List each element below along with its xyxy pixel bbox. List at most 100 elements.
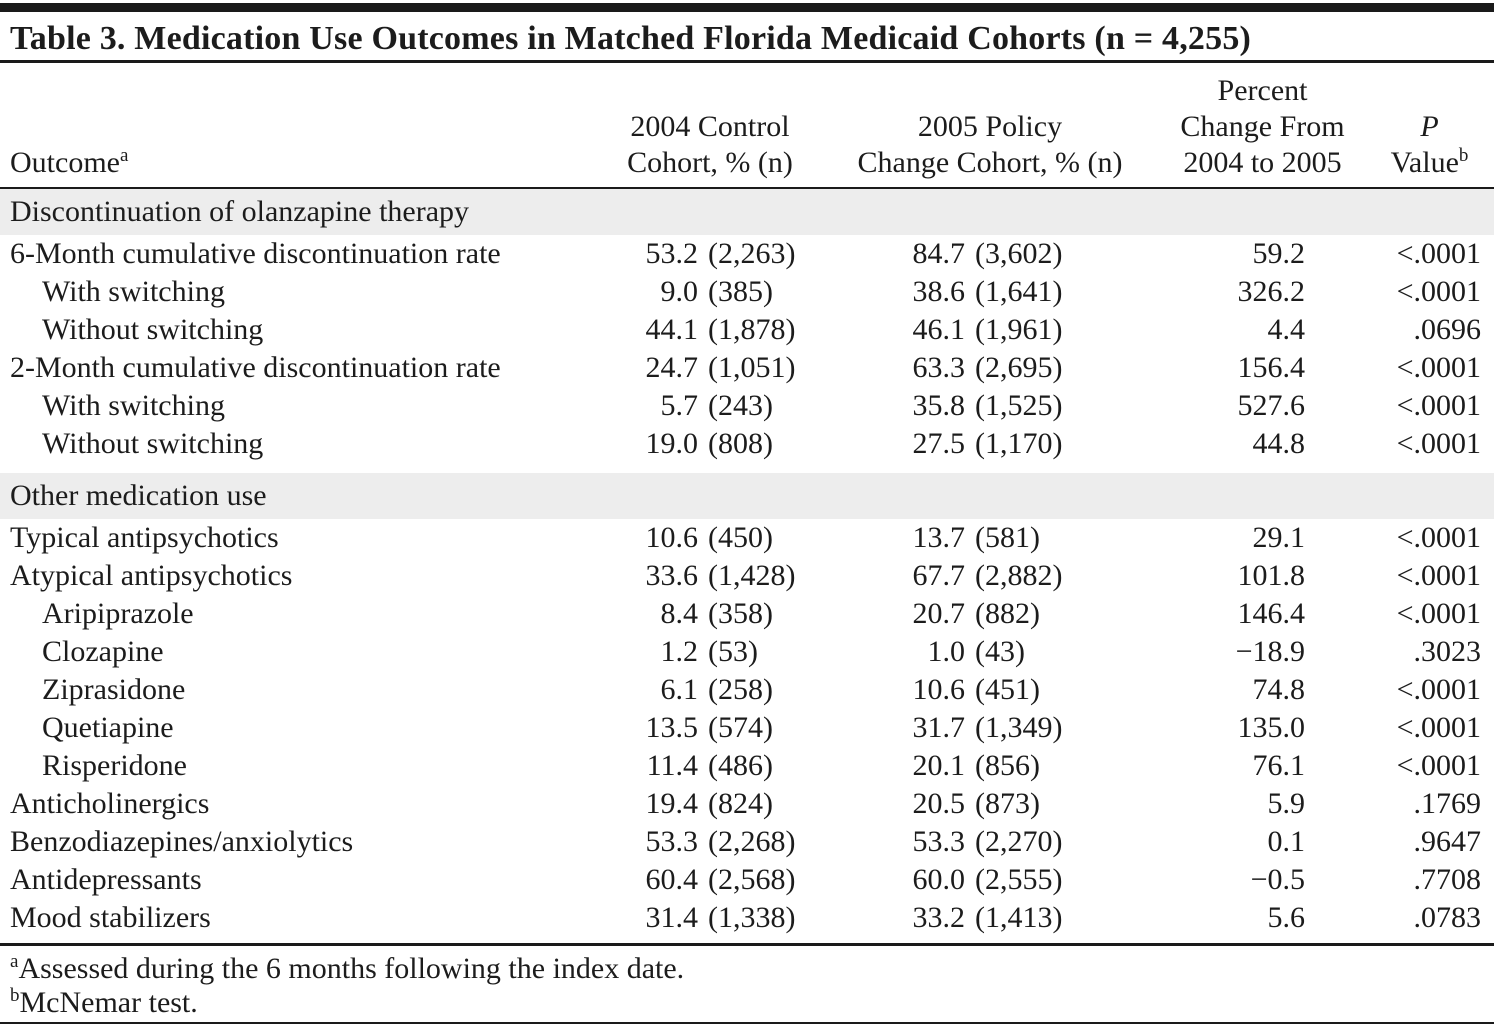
cohort-2005-cell: 10.6 (451) [912, 673, 1040, 706]
footnote-b: bMcNemar test. [10, 985, 198, 1019]
percent-change-cell: 326.2 [1237, 275, 1306, 308]
col-header-p-value: P Valueb [1365, 63, 1494, 189]
pvalue-footnote-marker: b [1458, 145, 1469, 166]
outcome-cell: Ziprasidone [42, 673, 186, 706]
section-header-label: Other medication use [0, 473, 1494, 519]
outcome-cell: Mood stabilizers [10, 901, 211, 934]
p-value-cell: <.0001 [1396, 427, 1481, 460]
p-value-cell: .7708 [1413, 863, 1482, 896]
cohort-2004-cell: 5.7 (243) [660, 389, 773, 422]
cohort-2004-cell: 1.2 (53) [660, 635, 758, 668]
p-value-cell: <.0001 [1396, 673, 1481, 706]
cohort-2004-cell: 33.6 (1,428) [645, 559, 796, 592]
col-header-2004-control: 2004 Control Cohort, % (n) [600, 63, 820, 189]
table-row: Typical antipsychotics 10.6 (450) 13.7 (58… [0, 519, 1494, 557]
percent-change-cell: 74.8 [1252, 673, 1306, 706]
percent-change-cell: 527.6 [1237, 389, 1306, 422]
p-value-cell: <.0001 [1396, 559, 1481, 592]
table-row: Without switching 44.1 (1,878) 46.1 (1,961… [0, 311, 1494, 349]
cohort-2004-cell: 19.4 (824) [645, 787, 773, 820]
outcome-cell: Anticholinergics [10, 787, 210, 820]
percent-change-cell: 5.6 [1267, 901, 1306, 934]
cohort-2005-cell: 38.6 (1,641) [912, 275, 1063, 308]
cohort-2005-cell: 46.1 (1,961) [912, 313, 1063, 346]
cohort-2004-cell: 9.0 (385) [660, 275, 773, 308]
cohort-2004-cell: 6.1 (258) [660, 673, 773, 706]
percent-change-cell: 0.1 [1267, 825, 1306, 858]
outcome-cell: Atypical antipsychotics [10, 559, 293, 592]
p-value-cell: .9647 [1413, 825, 1482, 858]
p-value-cell: <.0001 [1396, 749, 1481, 782]
table-row: Without switching 19.0 (808) 27.5 (1,170) … [0, 425, 1494, 463]
cohort-2004-cell: 24.7 (1,051) [645, 351, 796, 384]
cohort-2004-cell: 10.6 (450) [645, 521, 773, 554]
table-row: Ziprasidone 6.1 (258) 10.6 (451) 74.8 <.00… [0, 671, 1494, 709]
section-header-row: Discontinuation of olanzapine therapy [0, 188, 1494, 235]
section-header-label: Discontinuation of olanzapine therapy [0, 188, 1494, 235]
table-bottom-rule [0, 1022, 1494, 1024]
percent-change-cell: 59.2 [1252, 237, 1306, 270]
cohort-2005-cell: 33.2 (1,413) [912, 901, 1063, 934]
outcome-cell: 2-Month cumulative discontinuation rate [10, 351, 501, 384]
outcome-cell: Risperidone [42, 749, 187, 782]
cohort-2005-cell: 31.7 (1,349) [912, 711, 1063, 744]
outcome-cell: Benzodiazepines/anxiolytics [10, 825, 354, 858]
spacer-row [0, 937, 1494, 945]
p-value-cell: <.0001 [1396, 389, 1481, 422]
outcome-cell: Without switching [42, 427, 264, 460]
cohort-2005-cell: 20.5 (873) [912, 787, 1040, 820]
section-header-row: Other medication use [0, 473, 1494, 519]
table-row: 6-Month cumulative discontinuation rate … [0, 235, 1494, 273]
col-header-percent-change: Percent Change From 2004 to 2005 [1160, 63, 1365, 189]
percent-change-cell: −0.5 [1250, 863, 1305, 896]
outcome-cell: Without switching [42, 313, 264, 346]
table-row: Mood stabilizers 31.4 (1,338) 33.2 (1,413)… [0, 899, 1494, 937]
cohort-2004-cell: 53.2 (2,263) [645, 237, 796, 270]
percent-change-cell: 146.4 [1237, 597, 1306, 630]
footnote-a: aAssessed during the 6 months following … [10, 951, 685, 985]
table-row: Quetiapine 13.5 (574) 31.7 (1,349) 135.0 <… [0, 709, 1494, 747]
table-row: With switching 5.7 (243) 35.8 (1,525) 527.… [0, 387, 1494, 425]
p-value-cell: <.0001 [1396, 521, 1481, 554]
cohort-2005-cell: 13.7 (581) [912, 521, 1040, 554]
cohort-2004-cell: 13.5 (574) [645, 711, 773, 744]
cohort-2004-cell: 31.4 (1,338) [645, 901, 796, 934]
col-header-outcome: Outcomea [0, 63, 600, 189]
percent-change-cell: 44.8 [1252, 427, 1306, 460]
percent-change-cell: 101.8 [1237, 559, 1306, 592]
table-row: Antidepressants 60.4 (2,568) 60.0 (2,555) … [0, 861, 1494, 899]
p-value-cell: .3023 [1413, 635, 1482, 668]
percent-change-cell: −18.9 [1235, 635, 1305, 668]
table-row: Atypical antipsychotics 33.6 (1,428) 67.7… [0, 557, 1494, 595]
col-header-outcome-label: Outcome [10, 146, 120, 179]
cohort-2005-cell: 27.5 (1,170) [912, 427, 1063, 460]
outcome-cell: With switching [42, 275, 225, 308]
table-row: 2-Month cumulative discontinuation rate … [0, 349, 1494, 387]
cohort-2005-cell: 20.7 (882) [912, 597, 1040, 630]
outcome-cell: 6-Month cumulative discontinuation rate [10, 237, 501, 270]
cohort-2005-cell: 53.3 (2,270) [912, 825, 1063, 858]
outcome-cell: Quetiapine [42, 711, 174, 744]
cohort-2004-cell: 44.1 (1,878) [645, 313, 796, 346]
p-value-cell: .1769 [1413, 787, 1482, 820]
p-value-cell: <.0001 [1396, 275, 1481, 308]
table-row: Benzodiazepines/anxiolytics 53.3 (2,268) … [0, 823, 1494, 861]
cohort-2004-cell: 19.0 (808) [645, 427, 773, 460]
outcome-cell: Aripiprazole [42, 597, 194, 630]
cohort-2005-cell: 60.0 (2,555) [912, 863, 1063, 896]
p-value-cell: <.0001 [1396, 351, 1481, 384]
cohort-2005-cell: 63.3 (2,695) [912, 351, 1063, 384]
header-row: Outcomea 2004 Control Cohort, % (n) 2005… [0, 63, 1494, 189]
percent-change-cell: 135.0 [1237, 711, 1306, 744]
cohort-2004-cell: 8.4 (358) [660, 597, 773, 630]
p-value-cell: <.0001 [1396, 711, 1481, 744]
cohort-2004-cell: 11.4 (486) [646, 749, 773, 782]
cohort-2005-cell: 67.7 (2,882) [912, 559, 1063, 592]
p-value-cell: .0696 [1413, 313, 1482, 346]
cohort-2004-cell: 53.3 (2,268) [645, 825, 796, 858]
cohort-2005-cell: 20.1 (856) [912, 749, 1040, 782]
cohort-2005-cell: 1.0 (43) [927, 635, 1025, 668]
percent-change-cell: 29.1 [1252, 521, 1306, 554]
outcome-cell: Clozapine [42, 635, 164, 668]
